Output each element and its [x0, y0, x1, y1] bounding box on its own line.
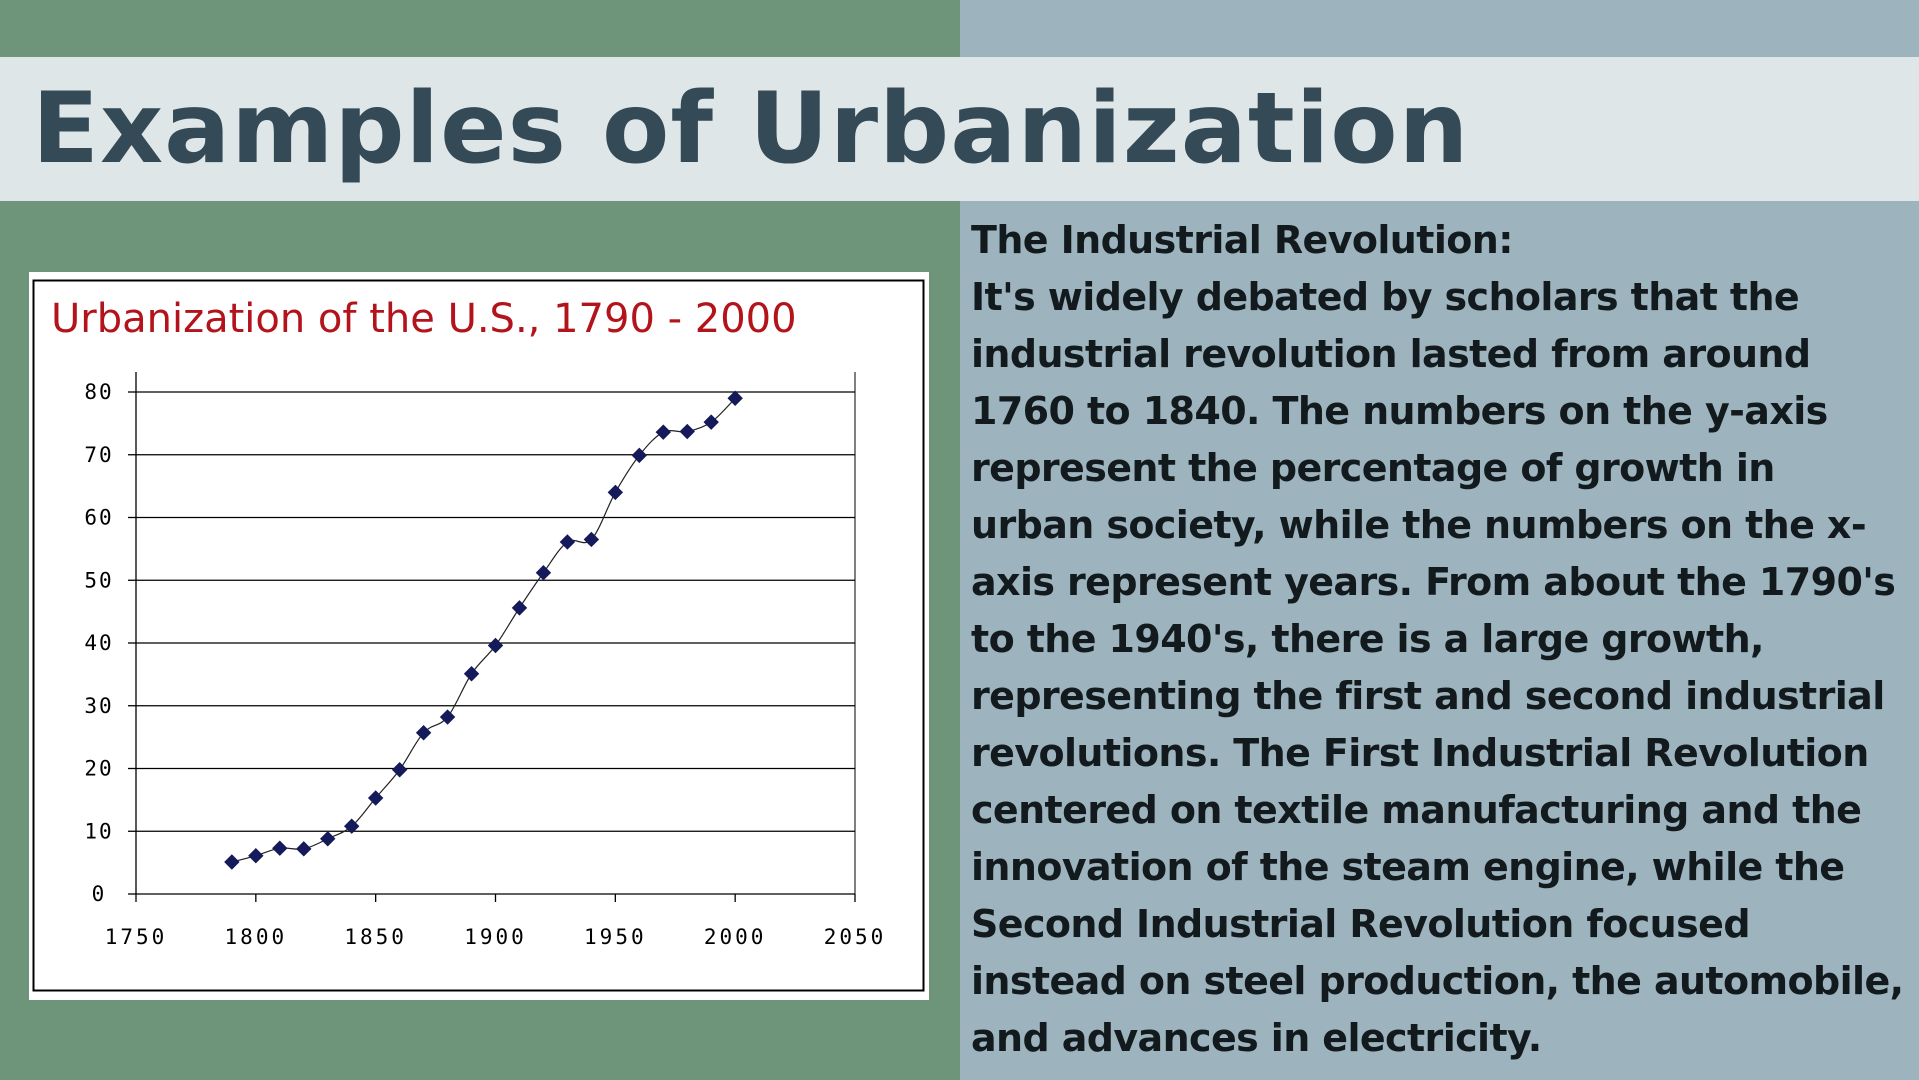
data-point-1860 — [391, 762, 408, 778]
data-point-1880 — [439, 709, 456, 725]
tick-label-y-30: 30 — [84, 694, 113, 718]
chart-border — [32, 279, 925, 992]
tick-label-x-1750: 1750 — [105, 925, 168, 949]
tick-label-y-0: 0 — [92, 882, 107, 906]
chart-tick-labels: 0 10 20 30 40 50 60 70 80 1750 1800 1850 1900 1950 200… — [84, 380, 887, 949]
tick-label-x-2050: 2050 — [824, 925, 887, 949]
data-point-1950 — [607, 484, 624, 501]
data-point-1850 — [367, 790, 384, 806]
tick-label-y-70: 70 — [84, 443, 113, 467]
data-point-1920 — [535, 565, 552, 581]
chart-card: Urbanization of the U.S., 1790 - 2000 0 1… — [29, 272, 929, 1000]
tick-label-x-2000: 2000 — [704, 925, 767, 949]
tick-label-x-1800: 1800 — [225, 925, 288, 949]
tick-label-y-80: 80 — [84, 380, 113, 404]
tick-label-y-10: 10 — [84, 819, 113, 843]
chart-title: Urbanization of the U.S., 1790 - 2000 — [51, 296, 797, 342]
chart-axes — [128, 372, 856, 902]
data-point-1800 — [248, 848, 264, 864]
data-point-1840 — [343, 818, 360, 834]
description-body: It's widely debated by scholars that the… — [971, 275, 1904, 1060]
description-panel: The Industrial Revolution: It's widely d… — [971, 212, 1906, 1067]
data-point-1870 — [415, 725, 432, 741]
data-point-1930 — [559, 534, 576, 550]
series-line — [231, 397, 736, 863]
chart-gridlines — [136, 391, 855, 832]
tick-label-x-1900: 1900 — [464, 925, 527, 949]
data-point-1940 — [583, 531, 600, 548]
data-point-1960 — [631, 447, 648, 464]
data-point-1830 — [320, 831, 336, 847]
data-point-1900 — [487, 637, 504, 654]
page-title: Examples of Urbanization — [32, 72, 1470, 186]
tick-label-y-20: 20 — [84, 757, 113, 781]
title-band — [0, 57, 1919, 201]
data-point-2000 — [727, 390, 743, 406]
data-point-1790 — [224, 854, 240, 870]
tick-label-y-50: 50 — [84, 568, 113, 592]
data-point-1970 — [655, 424, 671, 440]
tick-label-x-1950: 1950 — [584, 925, 647, 949]
tick-label-y-40: 40 — [84, 631, 113, 655]
urbanization-chart: Urbanization of the U.S., 1790 - 2000 0 1… — [32, 279, 925, 992]
data-point-1990 — [703, 414, 719, 430]
data-point-1820 — [296, 841, 312, 857]
data-point-1890 — [463, 666, 480, 682]
data-point-1910 — [511, 600, 528, 616]
data-point-1810 — [272, 840, 288, 856]
section-heading: The Industrial Revolution: — [971, 218, 1513, 262]
chart-series — [224, 390, 743, 870]
data-point-1980 — [679, 423, 695, 440]
tick-label-x-1850: 1850 — [344, 925, 407, 949]
tick-label-y-60: 60 — [84, 506, 113, 530]
